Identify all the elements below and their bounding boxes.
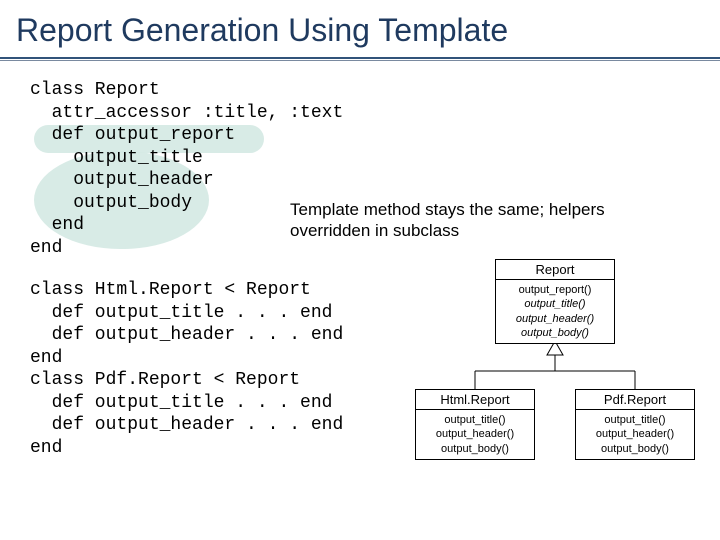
uml-class-pdfreport: Pdf.Report output_title() output_header(… [575, 389, 695, 460]
uml-class-name: Report [496, 260, 614, 280]
uml-class-htmlreport: Html.Report output_title() output_header… [415, 389, 535, 460]
uml-method: output_body() [420, 442, 530, 456]
uml-diagram: Report output_report() output_title() ou… [400, 259, 710, 489]
uml-method: output_body() [500, 326, 610, 340]
divider-dark [0, 57, 720, 59]
uml-class-methods: output_report() output_title() output_he… [496, 280, 614, 343]
uml-class-methods: output_title() output_header() output_bo… [416, 410, 534, 459]
uml-class-name: Pdf.Report [576, 390, 694, 410]
uml-method: output_header() [580, 427, 690, 441]
page-title: Report Generation Using Template [0, 0, 720, 57]
uml-method: output_title() [580, 413, 690, 427]
uml-class-methods: output_title() output_header() output_bo… [576, 410, 694, 459]
uml-method: output_body() [580, 442, 690, 456]
uml-method: output_title() [420, 413, 530, 427]
uml-method: output_report() [500, 283, 610, 297]
uml-method: output_header() [420, 427, 530, 441]
uml-class-name: Html.Report [416, 390, 534, 410]
uml-method: output_header() [500, 312, 610, 326]
uml-method: output_title() [500, 297, 610, 311]
callout-text: Template method stays the same; helpers … [290, 199, 610, 242]
uml-class-report: Report output_report() output_title() ou… [495, 259, 615, 344]
content-area: class Report attr_accessor :title, :text… [0, 61, 720, 459]
